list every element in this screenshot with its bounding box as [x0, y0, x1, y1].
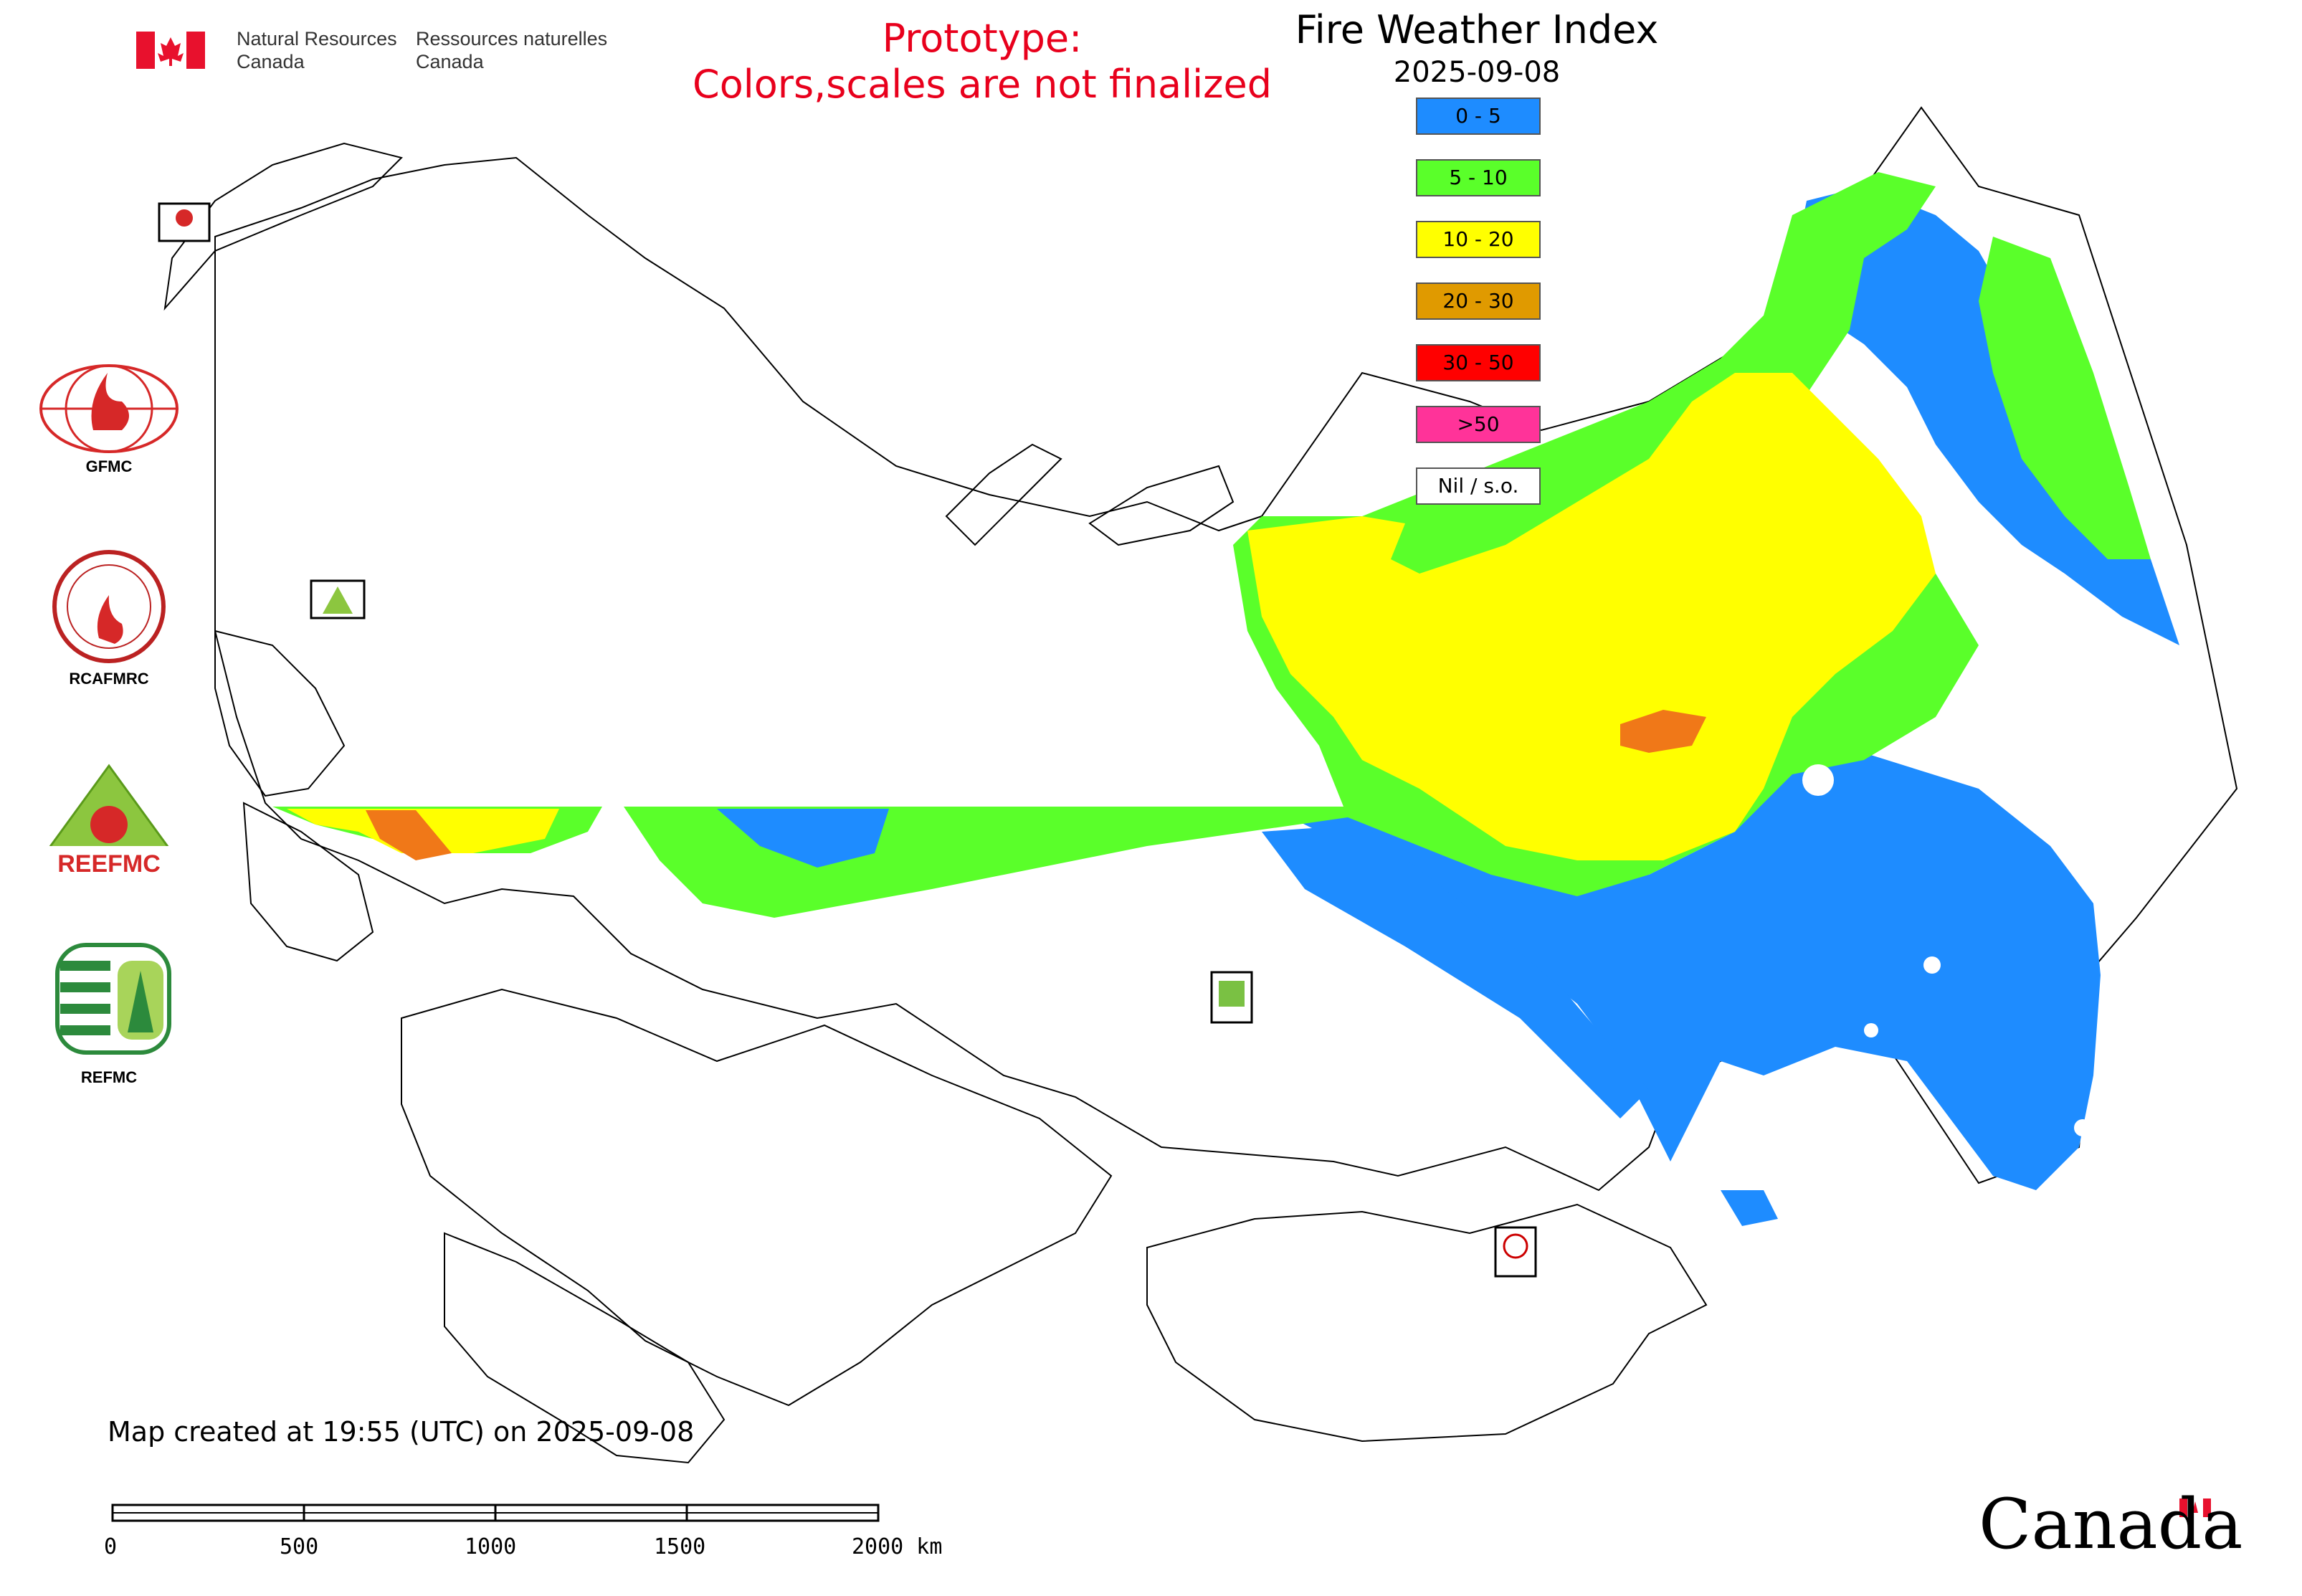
legend-item-0-5: 0 - 5 [1416, 98, 1541, 135]
agency-name-en: Natural Resources Canada [237, 28, 397, 72]
gfmc-label: GFMC [85, 457, 133, 475]
agency-name-fr: Ressources naturelles Canada [416, 28, 608, 72]
map-created-note: Map created at 19:55 (UTC) on 2025-09-08 [108, 1416, 695, 1448]
rcafmrc-logo [52, 550, 166, 663]
map-logo-glyphs [176, 209, 1528, 1259]
caucasus-outline [242, 802, 374, 962]
scale-tick: 2000 km [852, 1534, 943, 1559]
map-title: Fire Weather Index [1295, 7, 1659, 52]
prototype-notice: Prototype: Colors,scales are not finaliz… [693, 16, 1272, 107]
kazakhstan-outline [401, 988, 1113, 1407]
reefmc-logo [36, 764, 186, 870]
fwi-region-5-10 [1979, 237, 2151, 559]
water-bodies [1695, 764, 2091, 1136]
fwi-region-0-5 [717, 809, 889, 868]
legend-item-10-20: 10 - 20 [1416, 221, 1541, 258]
lake [1802, 764, 1834, 796]
taymyr-outline [1088, 465, 1235, 546]
legend-item-5-10: 5 - 10 [1416, 159, 1541, 196]
rcafmrc-label: RCAFMRC [69, 670, 149, 688]
lake [2074, 1119, 2091, 1136]
scale-tick: 1000 [465, 1534, 517, 1559]
fwi-region-20-30 [1620, 710, 1706, 753]
mongolia-outline [1146, 1203, 1708, 1443]
fwi-region-5-10 [624, 807, 1348, 918]
gfmc-logo [39, 364, 179, 453]
canada-wordmark: Canada [1979, 1484, 2243, 1564]
legend-item-nil: Nil / s.o. [1416, 467, 1541, 505]
canada-flag-icon [136, 32, 205, 69]
fwi-region-10-20 [1247, 373, 1936, 860]
map-date: 2025-09-08 [1393, 56, 1561, 89]
fwi-raster [272, 172, 2179, 1226]
legend-item-over-50: >50 [1416, 406, 1541, 443]
lake [1923, 956, 1941, 974]
fwi-region-20-30 [366, 810, 452, 860]
scale-bar [111, 1504, 880, 1522]
fwi-region-0-5 [1262, 825, 1649, 1118]
lake [1864, 1023, 1878, 1037]
refmc-logo [55, 943, 171, 1055]
fwi-region-0-5 [1721, 1190, 1778, 1226]
canada-wordmark-flag-icon [2179, 1498, 2211, 1517]
lake [1695, 1110, 1717, 1131]
scale-tick: 500 [280, 1534, 319, 1559]
novaya-zemlya-outline [945, 443, 1062, 546]
eastern-europe-outline [214, 630, 346, 797]
legend-item-30-50: 30 - 50 [1416, 344, 1541, 381]
central-asia-outline [444, 1232, 726, 1464]
refmc-label: REFMC [80, 1068, 138, 1086]
reefmc-label: REEFMC [57, 850, 161, 878]
legend-item-20-30: 20 - 30 [1416, 282, 1541, 320]
scale-tick: 0 [104, 1534, 118, 1559]
scale-tick: 1500 [654, 1534, 706, 1559]
